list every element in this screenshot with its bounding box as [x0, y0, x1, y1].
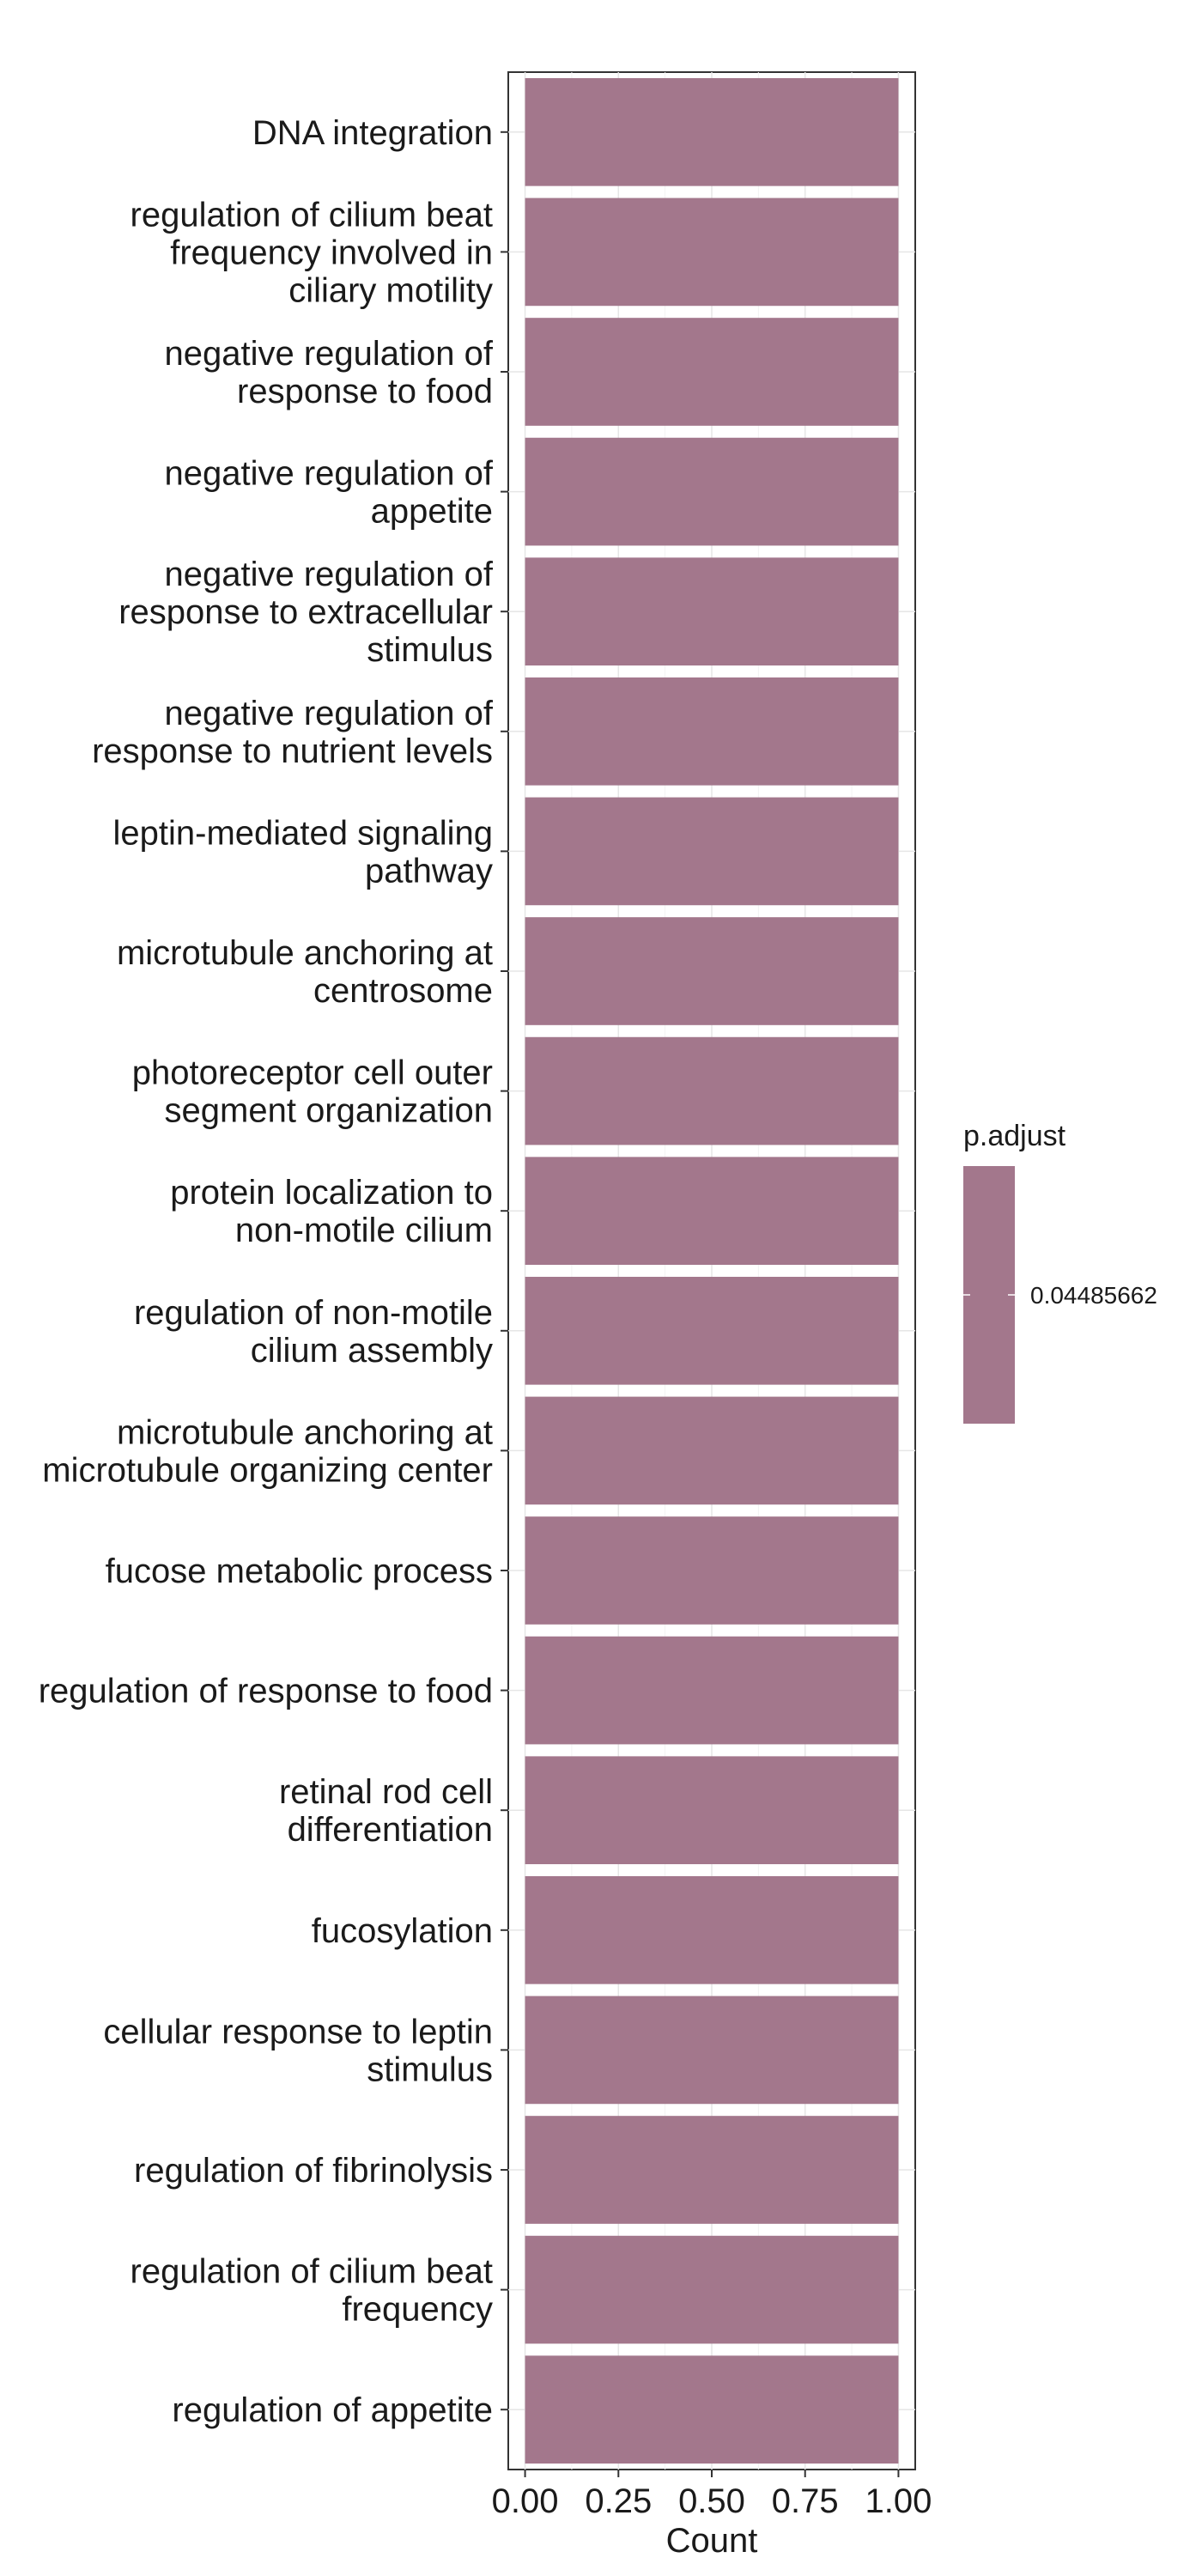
category-label-line: centrosome: [313, 972, 493, 1010]
category-label-line: fucose metabolic process: [106, 1552, 493, 1590]
category-labels: DNA integration regulation of cilium beat…: [39, 114, 494, 2429]
category-label-line: stimulus: [367, 631, 493, 669]
category-label-line: response to extracellular: [118, 593, 493, 631]
category-label-line: retinal rod cell: [279, 1773, 493, 1811]
category-label-line: regulation of appetite: [172, 2391, 493, 2429]
category-label: leptin-mediated signaling pathway: [113, 814, 494, 890]
category-label-line: response to nutrient levels: [92, 732, 493, 770]
category-label: cellular response to leptin stimulus: [103, 2013, 493, 2088]
bar: [525, 1157, 899, 1266]
category-label: regulation of appetite: [172, 2391, 493, 2429]
legend: p.adjust 0.04485662: [963, 1120, 1157, 1424]
bar: [525, 917, 899, 1025]
category-label-line: ciliary motility: [288, 271, 493, 309]
category-label-line: regulation of cilium beat: [131, 2253, 493, 2291]
x-tick-label: 0.00: [492, 2482, 559, 2520]
category-label-line: negative regulation of: [165, 556, 494, 593]
category-label: regulation of response to food: [39, 1673, 493, 1710]
category-label: photoreceptor cell outer segment organiza…: [132, 1054, 493, 1130]
bar: [525, 197, 899, 307]
bar: [525, 797, 899, 906]
bar: [525, 2235, 899, 2344]
bar: [525, 677, 899, 786]
x-tick-label: 0.75: [772, 2482, 839, 2520]
bar: [525, 437, 899, 546]
category-label: fucose metabolic process: [106, 1552, 493, 1590]
category-label-line: fucosylation: [312, 1912, 493, 1950]
category-label-line: regulation of response to food: [39, 1673, 493, 1710]
bar: [525, 318, 899, 426]
category-label-line: non-motile cilium: [235, 1212, 493, 1249]
category-label-line: negative regulation of: [165, 695, 494, 732]
legend-label: 0.04485662: [1030, 1282, 1157, 1309]
category-label-line: differentiation: [288, 1811, 493, 1849]
bar: [525, 1516, 899, 1625]
bar: [525, 1396, 899, 1505]
category-label: negative regulation of response to extrac…: [118, 556, 494, 669]
category-label-line: microtubule anchoring at: [117, 934, 493, 972]
bars: [525, 77, 899, 2464]
category-label-line: cilium assembly: [251, 1332, 493, 1370]
category-label-line: microtubule organizing center: [42, 1451, 493, 1489]
category-label: DNA integration: [252, 114, 493, 152]
category-label: retinal rod cell differentiation: [279, 1773, 493, 1849]
category-label: negative regulation of appetite: [165, 455, 494, 531]
x-axis: 0.00 0.25 0.50 0.75 1.00: [492, 2470, 932, 2520]
category-label: microtubule anchoring at microtubule orga…: [42, 1413, 493, 1489]
x-tick-label: 0.25: [585, 2482, 652, 2520]
category-label-line: negative regulation of: [165, 335, 494, 373]
category-label-line: microtubule anchoring at: [117, 1413, 493, 1451]
category-label-line: regulation of cilium beat: [131, 196, 493, 234]
bar: [525, 1636, 899, 1745]
category-label-line: appetite: [371, 493, 493, 531]
category-label: regulation of cilium beat frequency: [131, 2253, 493, 2329]
category-label-line: frequency involved in: [170, 234, 493, 271]
category-label-line: segment organization: [165, 1092, 493, 1130]
bar: [525, 77, 899, 186]
category-label-line: response to food: [237, 373, 493, 410]
category-label-line: leptin-mediated signaling: [113, 814, 494, 852]
category-label-line: regulation of non-motile: [134, 1294, 493, 1332]
category-label-line: DNA integration: [252, 114, 493, 152]
x-tick-label: 0.50: [678, 2482, 745, 2520]
category-label: regulation of non-motile cilium assembly: [134, 1294, 493, 1370]
legend-colorbar: [963, 1166, 1015, 1424]
category-label-line: negative regulation of: [165, 455, 494, 493]
category-label: negative regulation of response to food: [165, 335, 494, 410]
x-tick-label: 1.00: [865, 2482, 932, 2520]
x-axis-title: Count: [666, 2522, 758, 2560]
bar: [525, 2355, 899, 2464]
category-label: fucosylation: [312, 1912, 493, 1950]
bar: [525, 1875, 899, 1984]
bar: [525, 1276, 899, 1385]
bar: [525, 1996, 899, 2105]
category-label: microtubule anchoring at centrosome: [117, 934, 493, 1010]
category-label: regulation of fibrinolysis: [134, 2152, 493, 2190]
y-axis-ticks: [501, 131, 508, 2411]
category-label-line: photoreceptor cell outer: [132, 1054, 493, 1092]
bar: [525, 2116, 899, 2224]
category-label-line: regulation of fibrinolysis: [134, 2152, 493, 2190]
bar: [525, 1036, 899, 1145]
category-label-line: cellular response to leptin: [103, 2013, 493, 2050]
bar: [525, 1756, 899, 1865]
category-label: negative regulation of response to nutrie…: [92, 695, 494, 770]
category-label-line: protein localization to: [170, 1174, 493, 1212]
bar: [525, 557, 899, 666]
category-label: protein localization to non-motile cilium: [170, 1174, 493, 1249]
category-label-line: pathway: [365, 852, 493, 890]
legend-title: p.adjust: [963, 1120, 1066, 1152]
category-label-line: stimulus: [367, 2050, 493, 2088]
category-label: regulation of cilium beat frequency invol…: [131, 196, 493, 309]
category-label-line: frequency: [342, 2291, 493, 2329]
